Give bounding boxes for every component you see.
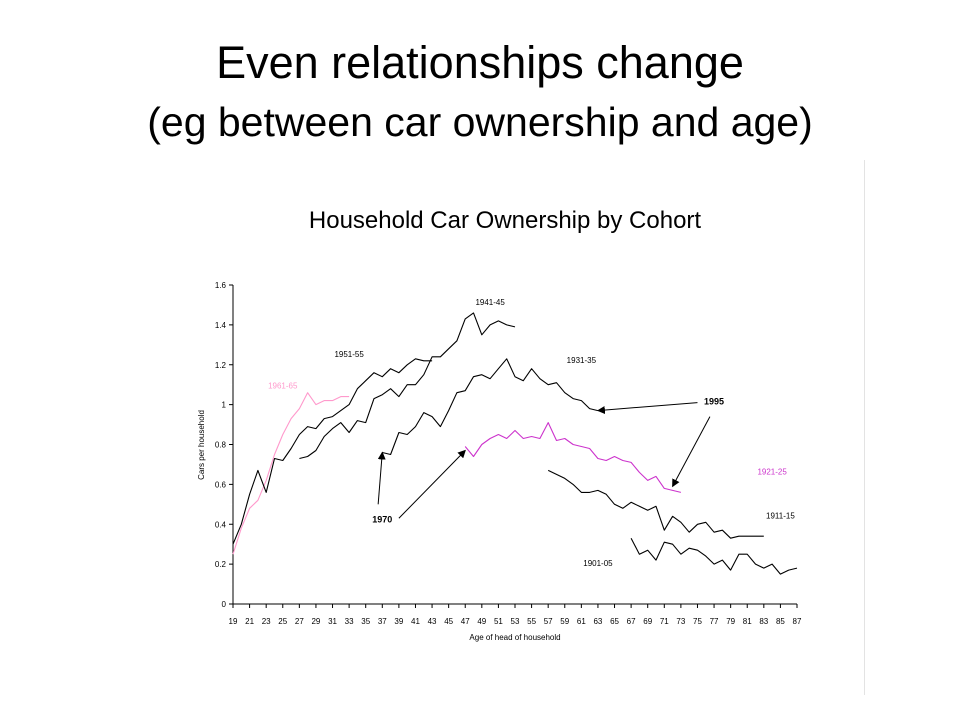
x-tick-label: 79 [726, 617, 735, 626]
x-tick-label: 45 [444, 617, 453, 626]
x-tick-label: 87 [793, 617, 802, 626]
y-tick-label: 0.2 [215, 560, 227, 569]
annotation-arrows [377, 402, 711, 519]
x-tick-label: 41 [411, 617, 420, 626]
x-tick-label: 43 [428, 617, 437, 626]
x-tick-label: 35 [361, 617, 370, 626]
x-tick-label: 55 [527, 617, 536, 626]
x-tick-label: 63 [593, 617, 602, 626]
x-tick-label: 85 [776, 617, 785, 626]
y-axis-label: Cars per household [197, 410, 206, 480]
x-tick-label: 57 [544, 617, 553, 626]
x-tick-label: 75 [693, 617, 702, 626]
series-label: 1921-25 [757, 467, 787, 476]
series-line-1941-45 [299, 312, 516, 460]
x-tick-label: 37 [378, 617, 387, 626]
series-labels: 1961-65 1951-55 1941-45 1931-35 1921-25 1911-… [268, 298, 795, 568]
series-line-1921-25 [464, 422, 682, 493]
y-tick-label: 1.6 [215, 281, 227, 290]
x-tick-label: 65 [610, 617, 619, 626]
series-line-1911-15 [547, 469, 764, 539]
series-label: 1901-05 [583, 559, 613, 568]
x-tick-label: 23 [262, 617, 271, 626]
y-tick-label: 0 [222, 600, 227, 609]
x-tick-label: 33 [345, 617, 354, 626]
series-label: 1951-55 [334, 350, 364, 359]
x-tick-label: 21 [245, 617, 254, 626]
x-tick-label: 81 [743, 617, 752, 626]
x-tick-label: 61 [577, 617, 586, 626]
y-tick-label: 0.8 [215, 441, 227, 450]
x-tick-label: 59 [560, 617, 569, 626]
annotation-arrow [398, 449, 466, 519]
x-tick-label: 83 [759, 617, 768, 626]
y-tick-label: 0.4 [215, 520, 227, 529]
slide-subtitle: (eg between car ownership and age) [147, 99, 813, 145]
slide-title: Even relationships change [216, 37, 744, 88]
y-tick-label: 1.4 [215, 321, 227, 330]
y-tick-label: 0.6 [215, 480, 227, 489]
series-layer [232, 312, 798, 575]
series-line-1961-65 [232, 392, 350, 555]
y-tick-label: 1.2 [215, 361, 227, 370]
series-label: 1941-45 [475, 298, 505, 307]
x-tick-label: 29 [311, 617, 320, 626]
annotation-label: 1995 [704, 397, 724, 407]
series-line-1951-55 [232, 358, 433, 545]
x-tick-label: 71 [660, 617, 669, 626]
series-line-1901-05 [630, 537, 798, 575]
annotation-arrow [672, 416, 711, 488]
right-divider [864, 160, 865, 695]
x-tick-label: 25 [278, 617, 287, 626]
series-label: 1961-65 [268, 382, 298, 391]
x-tick-label: 31 [328, 617, 337, 626]
x-tick-label: 69 [643, 617, 652, 626]
series-label: 1911-15 [766, 511, 795, 520]
x-tick-label: 27 [295, 617, 304, 626]
axes: 0 0.2 0.4 0.6 0.8 1 1.2 1.4 1.6 19 21 23 25 27 29 31 33 3… [215, 281, 802, 626]
x-tick-label: 39 [394, 617, 403, 626]
chart-title: Household Car Ownership by Cohort [309, 207, 702, 234]
x-tick-label: 51 [494, 617, 503, 626]
y-tick-label: 1 [222, 401, 227, 410]
x-tick-label: 67 [627, 617, 636, 626]
series-line-1931-35 [382, 358, 599, 456]
series-label: 1931-35 [567, 356, 597, 365]
x-tick-label: 73 [676, 617, 685, 626]
x-tick-label: 77 [710, 617, 719, 626]
annotation-label: 1970 [372, 514, 392, 524]
x-tick-label: 19 [229, 617, 238, 626]
x-tick-label: 49 [477, 617, 486, 626]
x-axis-label: Age of head of household [469, 633, 560, 642]
annotation-arrow [596, 402, 698, 415]
annotation-arrow [377, 451, 386, 505]
x-tick-label: 53 [511, 617, 520, 626]
x-tick-label: 47 [461, 617, 470, 626]
